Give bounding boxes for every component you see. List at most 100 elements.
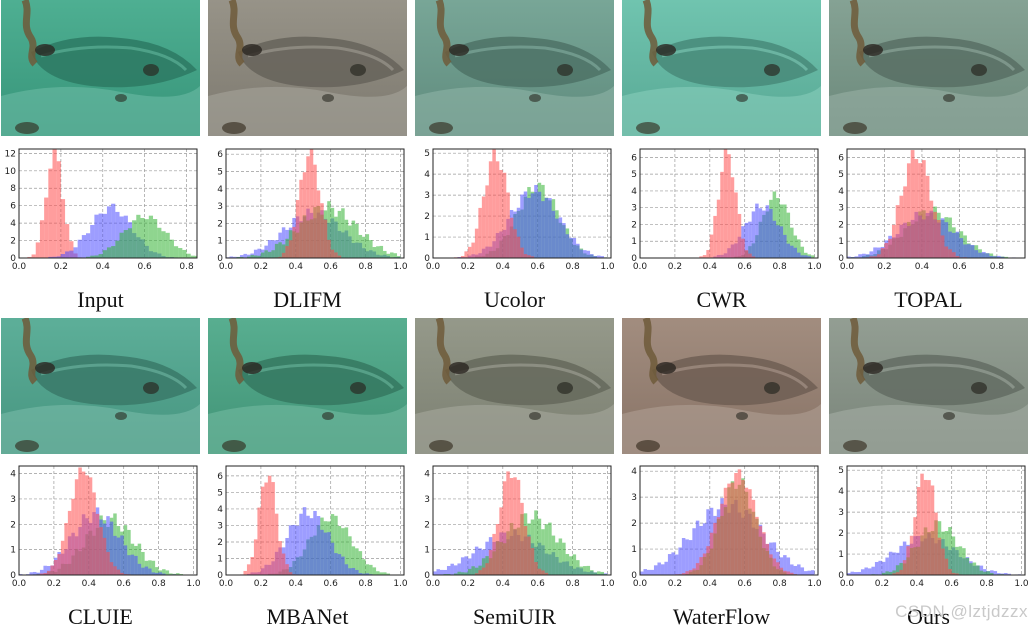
bar-green bbox=[376, 246, 380, 258]
bar-red bbox=[730, 482, 735, 575]
y-tick-label: 5 bbox=[838, 466, 844, 476]
bar-blue bbox=[873, 247, 877, 258]
bar-blue bbox=[847, 256, 851, 258]
bar-green bbox=[583, 566, 587, 575]
bar-green bbox=[140, 217, 145, 258]
bar-blue bbox=[865, 254, 870, 258]
bar-red bbox=[460, 255, 465, 258]
bar-green bbox=[348, 225, 352, 258]
bar-red bbox=[951, 572, 956, 575]
bar-red bbox=[253, 539, 258, 575]
bar-blue bbox=[460, 557, 465, 575]
bar-blue bbox=[558, 217, 563, 258]
y-tick-label: 3 bbox=[424, 191, 430, 201]
bar-blue bbox=[306, 515, 310, 575]
bar-green bbox=[1004, 256, 1009, 258]
bar-red bbox=[530, 548, 535, 575]
bar-red bbox=[876, 254, 881, 258]
y-tick-label: 3 bbox=[10, 495, 16, 505]
y-tick-label: 4 bbox=[217, 505, 223, 515]
bar-red bbox=[916, 486, 921, 575]
bar-red bbox=[274, 513, 279, 575]
bar-green bbox=[586, 565, 591, 575]
bar-red bbox=[292, 226, 296, 258]
bar-red bbox=[285, 246, 289, 258]
bar-blue bbox=[990, 570, 994, 575]
bar-red bbox=[779, 567, 784, 575]
bar-red bbox=[925, 175, 930, 258]
bar-green bbox=[106, 247, 112, 258]
bar-red bbox=[695, 563, 700, 575]
axes-frame bbox=[225, 465, 405, 576]
bar-red bbox=[748, 489, 752, 575]
bar-green bbox=[369, 240, 373, 258]
bar-red bbox=[495, 161, 500, 258]
bar-blue bbox=[232, 256, 237, 258]
axes-frame bbox=[639, 148, 819, 259]
bar-green bbox=[551, 535, 556, 575]
axes-frame bbox=[432, 148, 612, 259]
bar-green bbox=[572, 554, 577, 575]
bar-red bbox=[892, 573, 896, 575]
bar-red bbox=[295, 200, 300, 258]
bar-blue bbox=[48, 256, 53, 258]
bar-green bbox=[246, 256, 251, 258]
bar-blue bbox=[850, 571, 854, 575]
bar-blue bbox=[970, 245, 975, 258]
bar-blue bbox=[243, 253, 247, 258]
bar-green bbox=[111, 246, 116, 258]
bar-red bbox=[544, 572, 549, 575]
bar-blue bbox=[267, 240, 272, 258]
bar-red bbox=[478, 207, 482, 258]
bar-blue bbox=[471, 553, 475, 575]
bar-blue bbox=[751, 211, 756, 258]
x-tick-label: 0.2 bbox=[877, 262, 891, 272]
bar-blue bbox=[344, 564, 349, 575]
y-tick-label: 0 bbox=[424, 254, 430, 264]
bar-red bbox=[685, 571, 689, 575]
bar-blue bbox=[804, 255, 808, 258]
bar-red bbox=[530, 256, 535, 258]
bar-blue bbox=[572, 237, 577, 258]
bar-green bbox=[464, 572, 468, 575]
axes-frame bbox=[18, 465, 198, 576]
x-tick-label: 0.6 bbox=[324, 579, 339, 589]
bar-red bbox=[502, 172, 507, 258]
bar-blue bbox=[685, 539, 689, 575]
bar-blue bbox=[664, 561, 668, 575]
bar-green bbox=[372, 247, 377, 258]
bar-red bbox=[39, 573, 44, 575]
bar-green bbox=[958, 546, 963, 575]
x-tick-label: 1.0 bbox=[807, 579, 821, 589]
series-red bbox=[453, 149, 535, 258]
bar-blue bbox=[793, 565, 798, 575]
bar-red bbox=[920, 473, 924, 575]
bar-green bbox=[137, 543, 142, 575]
caption-topal: TOPAL bbox=[894, 287, 963, 312]
caption-input: Input bbox=[77, 287, 124, 312]
bar-green bbox=[281, 244, 286, 258]
y-tick-label: 0 bbox=[217, 571, 223, 581]
watermark: CSDN @lztjdzzx bbox=[895, 602, 1028, 621]
x-tick-label: 0.2 bbox=[47, 579, 61, 589]
bar-green bbox=[355, 548, 359, 575]
y-tick-label: 5 bbox=[631, 170, 637, 180]
bar-green bbox=[460, 572, 465, 575]
bar-blue bbox=[565, 234, 570, 258]
bar-blue bbox=[857, 571, 861, 575]
bar-green bbox=[190, 255, 195, 258]
y-tick-label: 1 bbox=[631, 545, 637, 555]
bar-blue bbox=[951, 232, 956, 258]
bar-blue bbox=[653, 565, 658, 575]
y-tick-label: 6 bbox=[217, 150, 223, 160]
y-tick-label: 0 bbox=[424, 571, 430, 581]
bar-blue bbox=[902, 541, 907, 575]
bar-green bbox=[471, 566, 475, 575]
bar-blue bbox=[433, 571, 437, 575]
bar-green bbox=[119, 232, 124, 258]
x-tick-label: 0.4 bbox=[703, 262, 718, 272]
bar-green bbox=[153, 218, 158, 258]
bar-blue bbox=[762, 210, 766, 258]
bar-red bbox=[95, 513, 100, 575]
y-tick-label: 4 bbox=[838, 187, 844, 197]
